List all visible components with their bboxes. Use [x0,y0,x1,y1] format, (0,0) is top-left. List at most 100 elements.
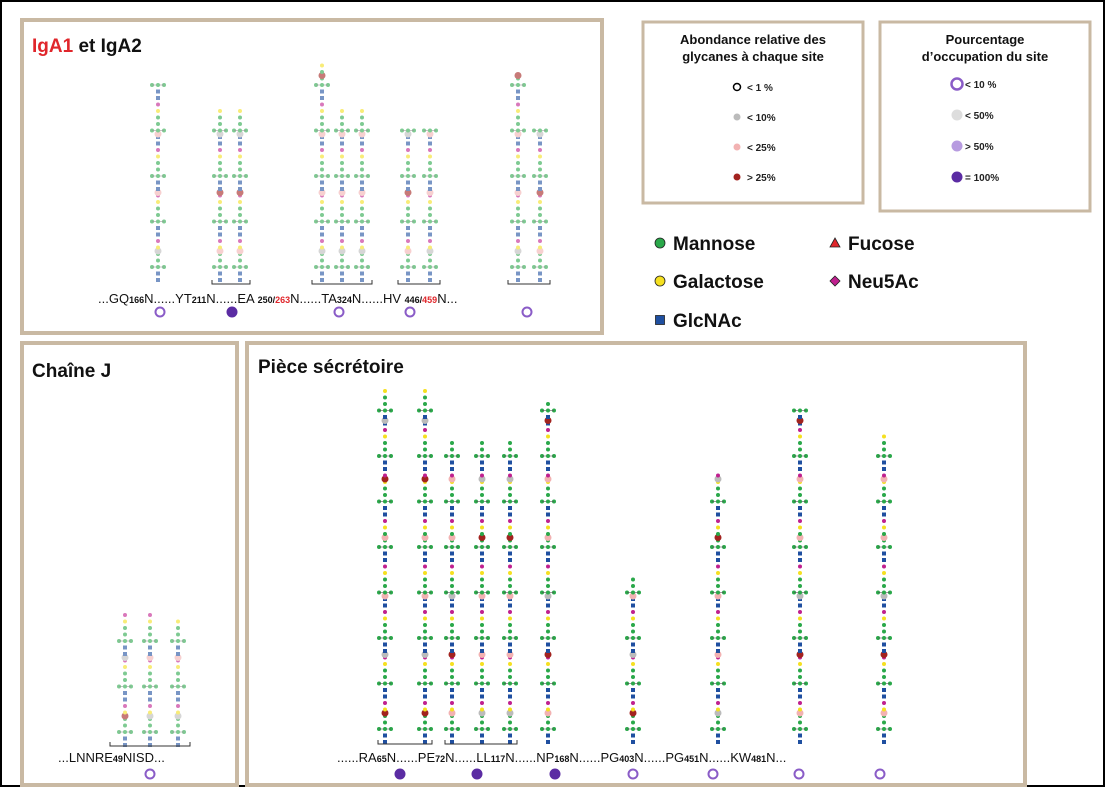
residue [320,128,324,133]
residue [508,603,512,608]
residue [238,245,242,250]
residue [156,89,160,94]
residue [423,623,427,627]
residue [716,668,720,673]
residue [320,96,324,100]
residue [882,486,886,491]
residue [428,128,432,133]
residue [450,577,454,582]
residue [516,83,520,87]
residue [383,551,387,556]
residue [480,519,484,523]
residue [546,532,550,536]
residue [218,128,222,133]
residue [508,532,512,536]
abundance [358,247,366,255]
residue [716,733,720,738]
residue [508,506,512,510]
abundance [154,130,162,138]
residue [423,395,427,400]
abundance [714,709,722,717]
residue [508,720,512,725]
residue [538,154,542,159]
residue [383,389,387,393]
residue [480,564,484,569]
residue [383,688,387,692]
residue [383,434,387,439]
residue [123,723,127,728]
residue [148,626,152,630]
residue [360,278,364,282]
residue [631,642,635,647]
abundance [796,709,804,717]
residue [340,213,344,217]
residue [320,180,324,185]
residue [716,701,720,705]
residue [480,629,484,634]
sc-panel [245,341,1027,787]
residue [238,174,242,178]
residue [423,662,427,666]
residue [508,473,512,478]
residue [538,141,542,146]
residue [798,616,802,621]
bracket [377,740,433,745]
residue [156,161,160,165]
abundance [216,130,224,138]
abundance [338,130,346,138]
residue [218,200,222,204]
glycan-column [212,109,228,282]
site-number: 446/ [405,295,423,305]
residue [508,662,512,666]
site-number: 166 [129,295,144,305]
residue [423,610,427,614]
residue [508,701,512,705]
residue [538,206,542,211]
residue [546,603,550,608]
residue [798,720,802,725]
residue [320,258,324,263]
residue [423,603,427,608]
residue [428,232,432,237]
residue [360,206,364,211]
residue [148,665,152,669]
residue [383,649,387,653]
residue [508,688,512,692]
residue [238,213,242,217]
residue [508,636,512,640]
legend-title: Pourcentage [946,32,1025,47]
residue [320,109,324,113]
residue [423,525,427,530]
residue [546,733,550,738]
residue [383,720,387,725]
residue [383,467,387,471]
residue [450,441,454,445]
residue [156,96,160,100]
residue [546,454,550,458]
abundance [478,534,486,541]
residue [406,219,410,224]
residue [450,571,454,575]
residue [320,278,324,282]
residue [360,258,364,263]
residue [148,684,152,689]
residues: ...LNNRE [58,750,113,765]
residue [176,743,180,747]
occupancy [144,768,156,780]
residue [716,681,720,686]
occupancy [627,768,639,780]
abundance [544,709,552,717]
residue [176,704,180,708]
glycan-column [150,83,166,282]
residue [516,206,520,211]
residues: NISD... [123,750,165,765]
residue [406,161,410,165]
residue [176,730,180,734]
legend-symbol [733,173,741,181]
residue [546,577,550,582]
bracket [311,280,373,285]
residue [148,704,152,708]
residue [882,564,886,569]
residue [882,571,886,575]
residue [123,697,127,702]
